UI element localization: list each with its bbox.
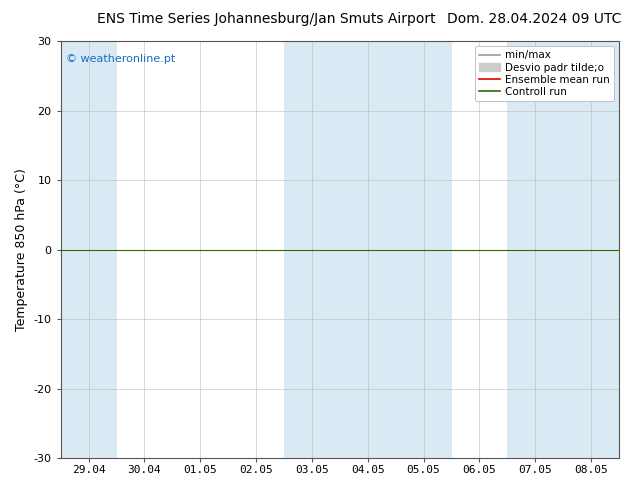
Bar: [61, 41, 117, 458]
Bar: [563, 41, 619, 458]
Bar: [340, 41, 396, 458]
Legend: min/max, Desvio padr tilde;o, Ensemble mean run, Controll run: min/max, Desvio padr tilde;o, Ensemble m…: [475, 46, 614, 101]
Text: ENS Time Series Johannesburg/Jan Smuts Airport: ENS Time Series Johannesburg/Jan Smuts A…: [97, 12, 436, 26]
Bar: [507, 41, 563, 458]
Y-axis label: Temperature 850 hPa (°C): Temperature 850 hPa (°C): [15, 168, 28, 331]
Bar: [396, 41, 451, 458]
Text: Dom. 28.04.2024 09 UTC: Dom. 28.04.2024 09 UTC: [447, 12, 621, 26]
Text: © weatheronline.pt: © weatheronline.pt: [67, 53, 176, 64]
Bar: [284, 41, 340, 458]
